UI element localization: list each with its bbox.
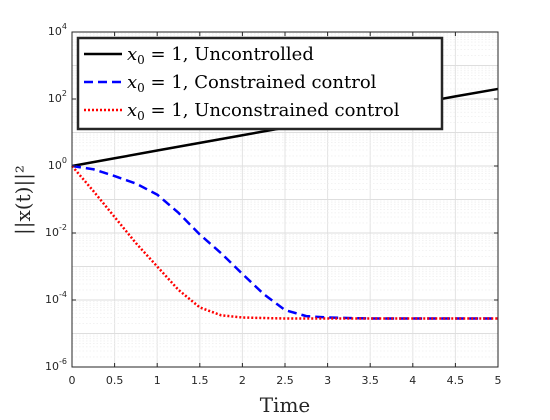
x-tick-label: 1	[154, 374, 161, 387]
x-tick-label: 0	[69, 374, 76, 387]
y-tick-label: 10-2	[45, 223, 67, 239]
y-axis-title: ||x(t)||²	[11, 165, 36, 235]
series-line-2	[71, 164, 498, 320]
y-tick-labels: 10-6 10-4 10-2 100 102 104	[45, 22, 67, 373]
legend-box	[76, 36, 444, 131]
legend-label-1: x0 = 1, Uncontrolled	[127, 44, 314, 67]
y-tick-label: 10-6	[45, 357, 67, 373]
y-tick-label: 102	[48, 89, 67, 105]
legend-label-2: x0 = 1, Constrained control	[127, 72, 377, 95]
x-tick-label: 3	[324, 374, 331, 387]
x-tick-labels: 0 0.5 1 1.5 2 2.5 3 3.5 4 4.5 5	[69, 374, 502, 387]
x-tick-label: 4	[409, 374, 416, 387]
x-tick-label: 4.5	[447, 374, 465, 387]
y-tick-label: 104	[48, 22, 67, 38]
x-tick-label: 2.5	[276, 374, 294, 387]
series-line-3	[71, 165, 498, 320]
x-axis-title: Time	[260, 393, 311, 417]
legend: x0 = 1, Uncontrolled x0 = 1, Constrained …	[76, 36, 444, 131]
y-tick-label: 100	[48, 156, 67, 172]
ticks	[71, 31, 499, 368]
x-tick-label: 1.5	[191, 374, 209, 387]
x-tick-label: 2	[239, 374, 246, 387]
x-tick-label: 0.5	[106, 374, 124, 387]
x-tick-label: 3.5	[361, 374, 379, 387]
legend-label-3: x0 = 1, Unconstrained control	[127, 100, 400, 123]
x-tick-label: 5	[495, 374, 502, 387]
y-tick-label: 10-4	[45, 290, 67, 306]
